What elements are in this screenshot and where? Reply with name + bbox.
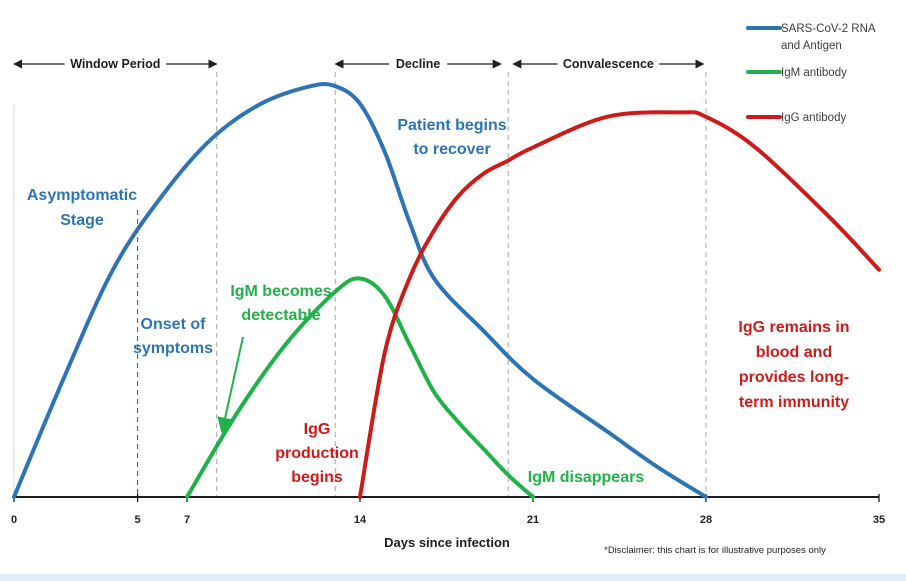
x-tick-label: 21 [527,514,539,526]
legend: SARS-CoV-2 RNA and Antigen IgM antibody IgG… [746,23,876,124]
annotation-line: provides long- [739,369,849,386]
x-tick-35: 35 [873,494,885,526]
phase-label: Convalescence [563,57,654,71]
phase-divider-lines [136,72,707,497]
annotation-line: detectable [241,307,320,324]
x-ticks: 0 5 7 14 21 28 35 [11,494,885,526]
legend-label: SARS-CoV-2 RNA [781,23,876,35]
annotation-line: IgG remains in [738,319,849,336]
series-lines [12,82,881,499]
annotation-igg-remains-in-blood-and-provides-long-term-immunity: IgG remains in blood and provides long-ter… [738,319,849,411]
annotation-line: production [275,445,359,462]
phase-label: Decline [396,57,441,71]
annotation-patient-begins-to-recover: Patient begins to recover [397,117,506,158]
annotation-line: IgM disappears [528,469,645,486]
x-tick-label: 28 [700,514,712,526]
annotation-line: term immunity [739,394,849,411]
bottom-strip [0,574,906,581]
x-tick-label: 35 [873,514,885,526]
annotation-line: symptoms [133,340,213,357]
series-igg-antibody [358,110,881,499]
disclaimer-text: *Disclaimer: this chart is for illustrat… [604,545,826,556]
legend-label: IgM antibody [781,67,847,79]
annotation-onset-of-symptoms: Onset of symptoms [133,316,213,357]
annotation-line: IgM becomes [230,283,331,300]
phase-label: Window Period [70,57,160,71]
annotation-line: IgG [304,421,331,438]
x-tick-5: 5 [135,494,141,526]
legend-label: IgG antibody [781,112,846,124]
legend-item-igm-antibody: IgM antibody [746,67,847,79]
igm-detectable-arrow [217,336,244,434]
series-sars-cov-2-rna-and-antigen [12,82,708,499]
series-igm-antibody [185,276,535,499]
axes [13,105,879,498]
annotation-line: begins [291,469,343,486]
annotation-line: Stage [60,212,104,229]
annotation-line: Asymptomatic [27,187,137,204]
x-axis-label: Days since infection [384,535,510,550]
annotation-igm-disappears: IgM disappears [528,469,645,486]
x-tick-label: 5 [135,514,141,526]
legend-label: and Antigen [781,40,842,52]
annotation-line: Patient begins [397,117,506,134]
annotation-line: to recover [413,141,490,158]
x-tick-label: 0 [11,514,17,526]
annotation-line: blood and [756,344,832,361]
x-tick-label: 7 [184,514,190,526]
annotation-igg-production-begins: IgG production begins [275,421,359,486]
phase-labels: Window Period Decline Convalescence [13,57,705,71]
phase-window-period: Window Period [13,57,218,71]
phase-convalescence: Convalescence [512,57,705,71]
annotation-igm-becomes-detectable: IgM becomes detectable [230,283,331,324]
annotation-line: Onset of [141,316,207,333]
legend-item-igg-antibody: IgG antibody [746,112,846,124]
phase-decline: Decline [334,57,502,71]
x-tick-label: 14 [354,514,367,526]
annotation-asymptomatic-stage: Asymptomatic Stage [27,187,137,229]
legend-item-sars-cov-2-rna-and-antigen: SARS-CoV-2 RNA and Antigen [746,23,876,52]
annotations: Asymptomatic Stage Onset of symptoms Patient… [27,117,850,486]
